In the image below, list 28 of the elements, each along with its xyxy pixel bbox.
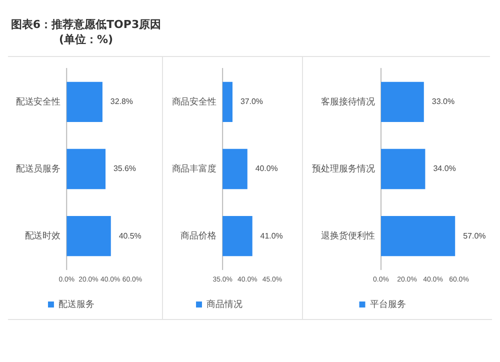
legend-label: 平台服务 xyxy=(370,298,406,310)
data-label: 40.5% xyxy=(118,231,142,240)
bar xyxy=(66,148,106,190)
legend-label: 配送服务 xyxy=(58,298,94,310)
chart-title: 图表6：推荐意愿低TOP3原因(单位：%) xyxy=(8,8,164,57)
bar xyxy=(66,216,111,256)
data-label: 40.0% xyxy=(255,164,278,174)
y-tick-label: 预处理服务情况 xyxy=(312,163,375,174)
data-label: 57.0% xyxy=(463,231,486,240)
legend-label: 商品情况 xyxy=(206,298,242,310)
y-tick-label: 退换货便利性 xyxy=(321,230,375,242)
data-label: 32.8% xyxy=(110,97,133,106)
y-tick-label: 商品价格 xyxy=(180,230,217,242)
bar xyxy=(381,216,456,256)
bar xyxy=(66,82,102,122)
bar xyxy=(381,148,426,190)
y-tick-label: 商品丰富度 xyxy=(172,163,217,174)
data-label: 41.0% xyxy=(260,231,283,240)
y-tick-label: 配送时效 xyxy=(24,230,61,242)
data-label: 37.0% xyxy=(240,97,263,106)
data-label: 33.0% xyxy=(432,97,455,106)
y-tick-label: 客服接待情况 xyxy=(321,96,375,108)
y-tick-label: 配送员服务 xyxy=(16,163,61,174)
bar xyxy=(381,82,424,122)
y-tick-label: 商品安全性 xyxy=(172,96,217,108)
data-label: 35.6% xyxy=(113,164,136,174)
data-label: 34.0% xyxy=(433,164,456,174)
y-tick-label: 配送安全性 xyxy=(16,96,61,108)
